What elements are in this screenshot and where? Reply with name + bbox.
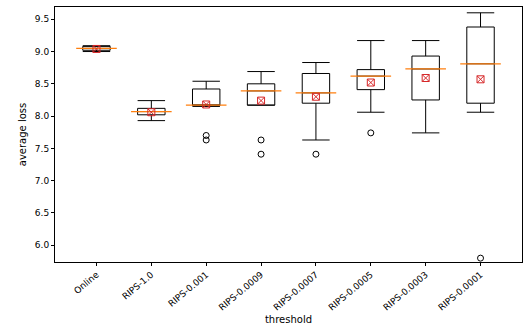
svg-text:RIPS-0.0003: RIPS-0.0003	[381, 270, 429, 313]
svg-text:RIPS-0.0007: RIPS-0.0007	[272, 270, 320, 313]
svg-text:8.5: 8.5	[35, 79, 49, 89]
svg-text:average loss: average loss	[17, 103, 28, 166]
svg-text:6.5: 6.5	[35, 208, 49, 218]
svg-text:Online: Online	[72, 269, 101, 296]
svg-text:6.0: 6.0	[35, 240, 50, 250]
svg-text:RIPS-1.0: RIPS-1.0	[120, 269, 155, 301]
svg-text:RIPS-0.001: RIPS-0.001	[166, 270, 210, 309]
svg-text:RIPS-0.0001: RIPS-0.0001	[436, 270, 484, 313]
svg-text:8.0: 8.0	[35, 111, 50, 121]
svg-text:9.0: 9.0	[35, 47, 50, 57]
svg-text:RIPS-0.0009: RIPS-0.0009	[217, 269, 266, 312]
svg-text:7.5: 7.5	[35, 144, 49, 154]
svg-text:9.5: 9.5	[35, 14, 49, 24]
svg-text:RIPS-0.0005: RIPS-0.0005	[327, 270, 375, 313]
svg-text:threshold: threshold	[265, 314, 312, 325]
svg-text:7.0: 7.0	[35, 176, 50, 186]
